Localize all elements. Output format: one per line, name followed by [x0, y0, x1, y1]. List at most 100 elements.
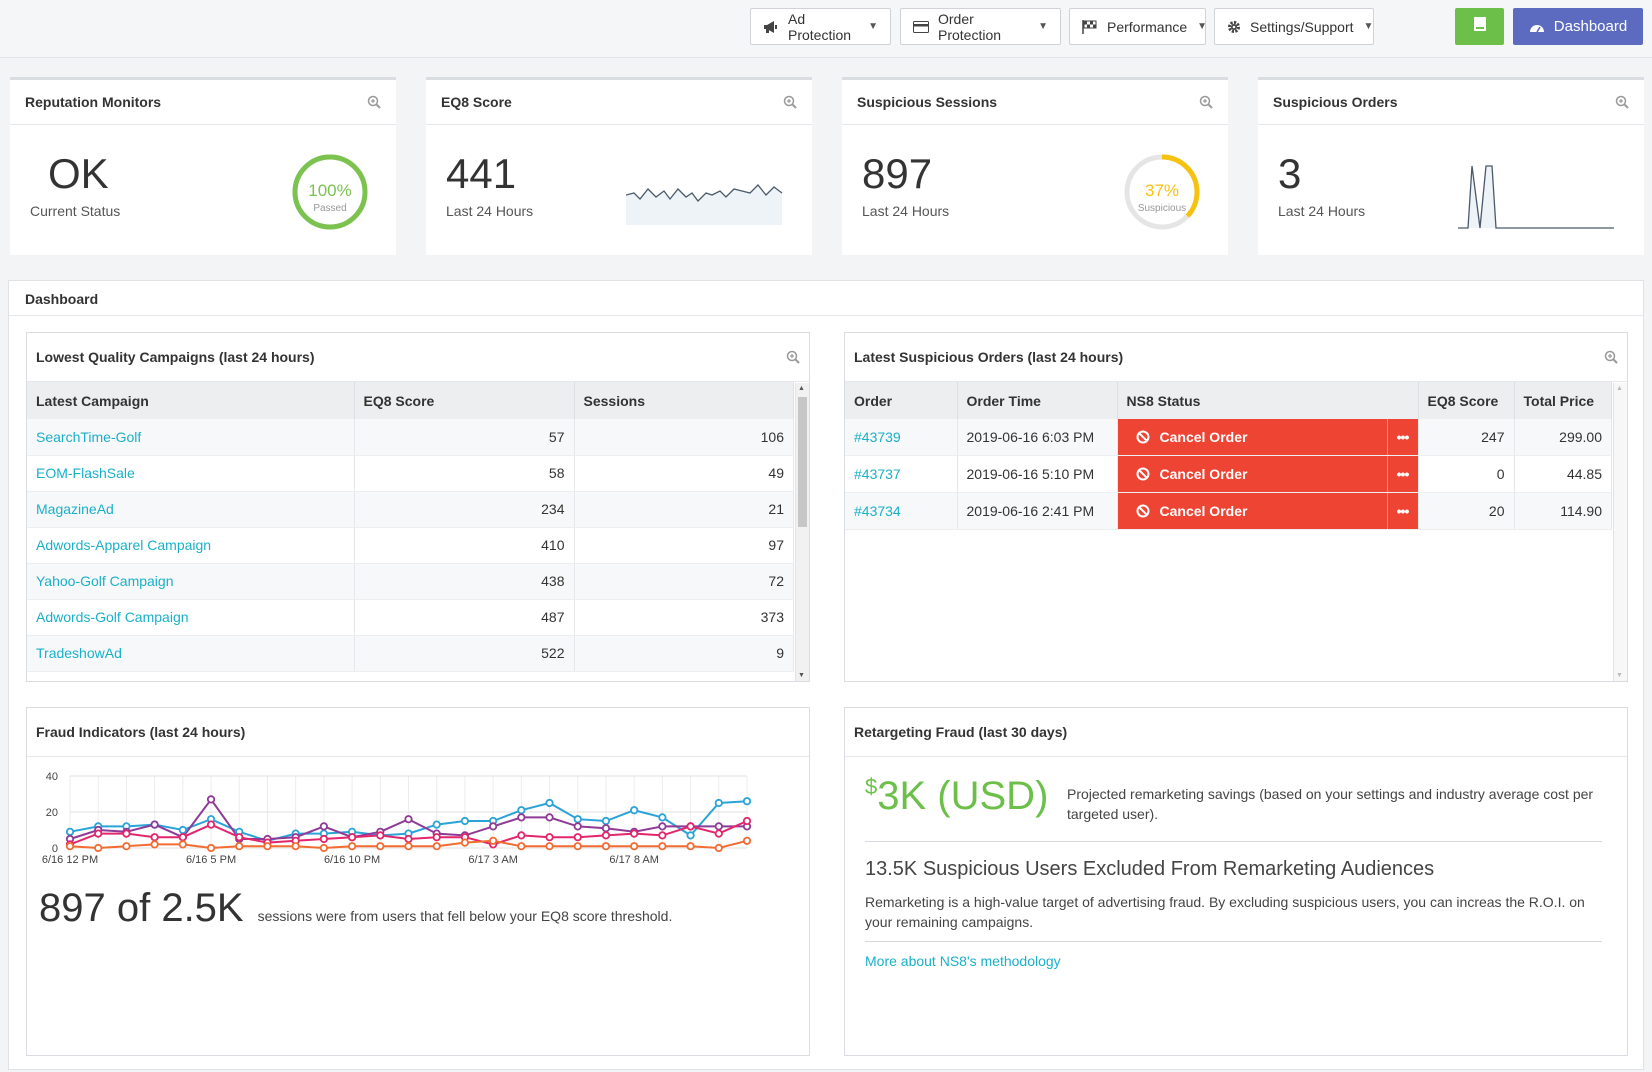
table-row[interactable]: #43737 2019-06-16 5:10 PM Cancel Order ••• 0…: [845, 455, 1612, 493]
data-point-magenta[interactable]: [150, 833, 159, 842]
data-point-orange[interactable]: [489, 836, 498, 845]
settings-support-menu[interactable]: Settings/Support ▼: [1214, 8, 1374, 45]
table-row[interactable]: Yahoo-Golf Campaign 438 72: [27, 563, 794, 600]
data-point-cyan[interactable]: [432, 820, 441, 829]
data-point-purple[interactable]: [601, 824, 611, 833]
data-point-purple[interactable]: [404, 815, 413, 824]
cancel-order-button[interactable]: Cancel Order: [1118, 456, 1388, 492]
campaigns-scrollbar[interactable]: ▲ ▼: [795, 383, 809, 681]
more-options-button[interactable]: •••: [1396, 429, 1410, 445]
data-point-magenta[interactable]: [742, 816, 752, 826]
help-book-button[interactable]: [1455, 8, 1504, 45]
order-protection-menu[interactable]: Order Protection ▼: [900, 8, 1061, 45]
zoom-icon[interactable]: [367, 95, 381, 109]
data-point-purple[interactable]: [206, 795, 216, 804]
data-point-orange[interactable]: [263, 842, 272, 851]
column-header[interactable]: Order Time: [957, 382, 1118, 419]
scroll-up-icon[interactable]: ▲: [1616, 385, 1623, 392]
data-point-cyan[interactable]: [686, 831, 695, 840]
data-point-magenta[interactable]: [686, 822, 695, 831]
data-point-orange[interactable]: [601, 842, 611, 851]
data-point-magenta[interactable]: [432, 833, 441, 842]
data-point-orange[interactable]: [432, 842, 441, 851]
data-point-orange[interactable]: [178, 840, 187, 849]
order-link[interactable]: #43734: [854, 503, 901, 519]
data-point-magenta[interactable]: [319, 834, 328, 844]
column-header[interactable]: Sessions: [574, 382, 794, 419]
column-header[interactable]: NS8 Status: [1117, 382, 1419, 419]
table-row[interactable]: EOM-FlashSale 58 49: [27, 455, 794, 492]
campaign-link[interactable]: SearchTime-Golf: [36, 428, 142, 445]
data-point-magenta[interactable]: [404, 834, 413, 844]
data-point-magenta[interactable]: [376, 831, 385, 840]
table-row[interactable]: SearchTime-Golf 57 106: [27, 419, 794, 456]
data-point-purple[interactable]: [150, 820, 159, 829]
data-point-purple[interactable]: [573, 822, 582, 831]
data-point-magenta[interactable]: [178, 833, 187, 842]
campaign-link[interactable]: MagazineAd: [36, 501, 114, 517]
data-point-cyan[interactable]: [742, 797, 752, 806]
scroll-up-icon[interactable]: ▲: [798, 385, 805, 392]
table-row[interactable]: MagazineAd 234 21: [27, 491, 794, 528]
data-point-orange[interactable]: [630, 842, 639, 851]
table-row[interactable]: #43739 2019-06-16 6:03 PM Cancel Order ••• 2…: [845, 419, 1612, 456]
zoom-icon[interactable]: [1199, 95, 1213, 109]
more-options-button[interactable]: •••: [1396, 503, 1410, 519]
data-point-purple[interactable]: [545, 813, 554, 822]
column-header[interactable]: EQ8 Score: [354, 382, 575, 419]
column-header[interactable]: Order: [845, 382, 958, 419]
data-point-magenta[interactable]: [206, 820, 216, 829]
data-point-magenta[interactable]: [630, 829, 639, 838]
table-row[interactable]: Adwords-Golf Campaign 487 373: [27, 599, 794, 636]
data-point-cyan[interactable]: [545, 798, 554, 808]
campaign-link[interactable]: Adwords-Apparel Campaign: [36, 537, 212, 553]
campaign-link[interactable]: TradeshowAd: [36, 645, 122, 661]
orders-scrollbar[interactable]: ▲ ▼: [1613, 383, 1627, 681]
data-point-orange[interactable]: [404, 842, 413, 851]
data-point-magenta[interactable]: [573, 833, 582, 842]
more-options-button[interactable]: •••: [1396, 466, 1410, 482]
data-point-cyan[interactable]: [460, 816, 470, 826]
data-point-purple[interactable]: [517, 813, 526, 822]
column-header[interactable]: Latest Campaign: [27, 382, 355, 419]
data-point-cyan[interactable]: [714, 798, 723, 808]
data-point-orange[interactable]: [347, 842, 357, 851]
data-point-magenta[interactable]: [545, 833, 554, 842]
cancel-order-button[interactable]: Cancel Order: [1118, 419, 1388, 455]
data-point-cyan[interactable]: [517, 806, 526, 815]
data-point-orange[interactable]: [517, 842, 526, 851]
data-point-cyan[interactable]: [573, 815, 582, 824]
cancel-order-button[interactable]: Cancel Order: [1118, 493, 1388, 529]
zoom-icon[interactable]: [1615, 95, 1629, 109]
dashboard-button[interactable]: Dashboard: [1513, 8, 1643, 45]
data-point-orange[interactable]: [460, 838, 470, 847]
table-row[interactable]: #43734 2019-06-16 2:41 PM Cancel Order ••• 2…: [845, 492, 1612, 530]
data-point-purple[interactable]: [658, 822, 667, 831]
data-point-orange[interactable]: [714, 843, 723, 853]
data-point-orange[interactable]: [545, 842, 554, 851]
data-point-magenta[interactable]: [601, 831, 611, 840]
data-point-cyan[interactable]: [658, 813, 667, 822]
order-link[interactable]: #43737: [854, 466, 901, 482]
data-point-cyan[interactable]: [65, 827, 75, 836]
performance-menu[interactable]: Performance ▼: [1069, 8, 1207, 45]
data-point-orange[interactable]: [291, 842, 300, 851]
data-point-orange[interactable]: [686, 842, 695, 851]
data-point-purple[interactable]: [714, 822, 723, 831]
ad-protection-menu[interactable]: Ad Protection ▼: [750, 8, 891, 45]
data-point-purple[interactable]: [319, 822, 328, 831]
scroll-down-icon[interactable]: ▼: [1616, 672, 1623, 679]
data-point-orange[interactable]: [376, 842, 385, 851]
zoom-icon[interactable]: [786, 350, 800, 364]
data-point-magenta[interactable]: [517, 831, 526, 840]
data-point-magenta[interactable]: [122, 829, 131, 838]
scroll-down-icon[interactable]: ▼: [798, 672, 805, 679]
order-link[interactable]: #43739: [854, 429, 901, 445]
data-point-orange[interactable]: [94, 843, 103, 853]
zoom-icon[interactable]: [783, 95, 797, 109]
table-row[interactable]: TradeshowAd 522 9: [27, 635, 794, 672]
zoom-icon[interactable]: [1604, 350, 1618, 364]
data-point-magenta[interactable]: [94, 829, 103, 838]
data-point-orange[interactable]: [658, 842, 667, 851]
campaign-link[interactable]: EOM-FlashSale: [36, 465, 135, 481]
